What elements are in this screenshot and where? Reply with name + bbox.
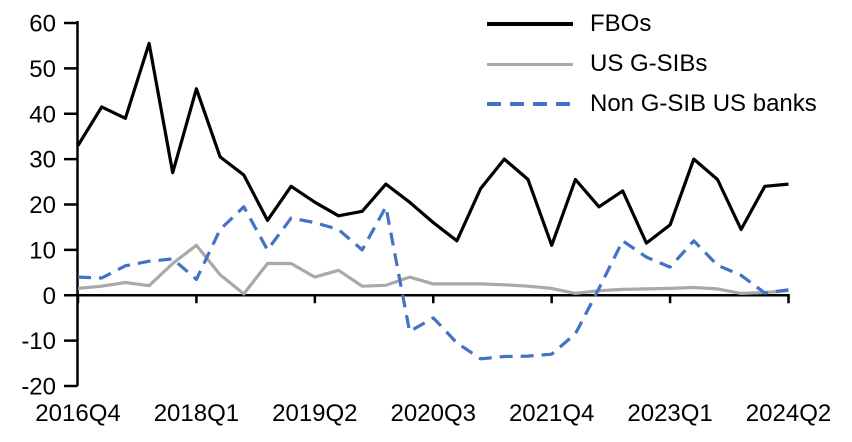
x-axis-tick-label: 2019Q2 — [272, 400, 357, 427]
legend: FBOs US G-SIBs Non G-SIB US banks — [487, 4, 817, 124]
x-axis-tick-label: 2021Q4 — [509, 400, 594, 427]
y-axis-tick-label: 60 — [29, 11, 56, 38]
legend-label-non-g-sib-us-banks: Non G-SIB US banks — [590, 90, 817, 117]
legend-item-fbos: FBOs — [487, 4, 817, 44]
x-axis-tick-label: 2020Q3 — [391, 400, 476, 427]
fbos-line-sample-icon — [487, 22, 573, 26]
y-axis-tick-label: 40 — [29, 101, 56, 128]
legend-label-us-g-sibs: US G-SIBs — [590, 50, 708, 77]
y-axis-tick-label: -10 — [21, 328, 56, 355]
series-line-fbos — [76, 41, 789, 247]
x-axis-tick-label: 2016Q4 — [35, 400, 120, 427]
x-axis-tick-label: 2024Q2 — [746, 400, 831, 427]
y-axis-tick-label: -20 — [21, 374, 56, 401]
us-g-sibs-line-sample-icon — [487, 62, 573, 66]
y-axis-tick-label: 0 — [43, 283, 56, 310]
legend-label-fbos: FBOs — [590, 10, 652, 37]
y-axis-tick-label: 30 — [29, 147, 56, 174]
legend-item-us-g-sibs: US G-SIBs — [487, 44, 817, 84]
non-g-sib-us-banks-line-sample-icon — [487, 102, 573, 106]
series-line-non-g-sib-us-banks — [77, 205, 789, 361]
x-axis-tick-label: 2018Q1 — [154, 400, 239, 427]
x-axis-tick-label: 2023Q1 — [627, 400, 712, 427]
y-axis-tick-label: 50 — [29, 56, 56, 83]
y-axis-tick-label: 20 — [29, 192, 56, 219]
legend-item-non-g-sib-us-banks: Non G-SIB US banks — [487, 84, 817, 124]
y-axis-tick-label: 10 — [29, 237, 56, 264]
series-line-us-g-sibs — [77, 243, 789, 296]
